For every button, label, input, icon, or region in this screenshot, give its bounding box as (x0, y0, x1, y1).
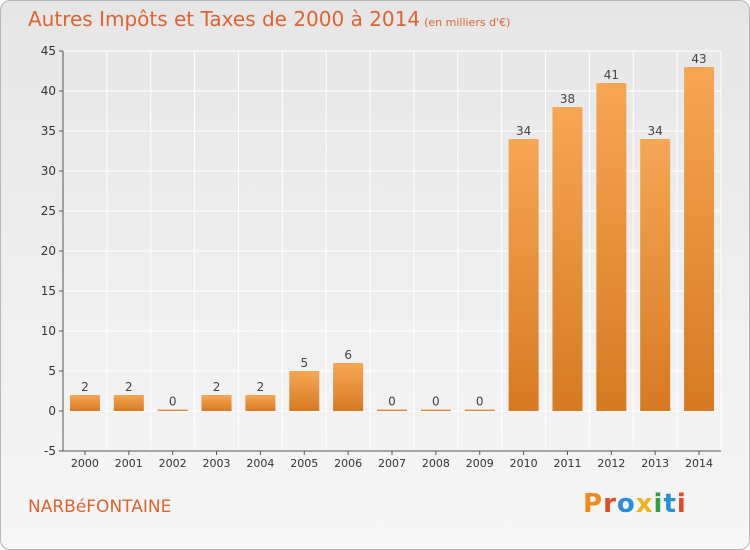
bar (245, 395, 276, 411)
y-tick-label: -5 (44, 444, 56, 458)
y-tick-label: 40 (41, 84, 56, 98)
logo-letter: r (603, 489, 617, 519)
logo-letter: P (583, 489, 604, 519)
x-tick-label: 2003 (203, 457, 231, 470)
bar-value-label: 0 (388, 395, 396, 409)
proxiti-logo: Proxiti (583, 489, 687, 519)
logo-letter: o (616, 489, 636, 519)
y-tick-label: 0 (48, 404, 56, 418)
commune-name: NARBéFONTAINE (28, 497, 172, 517)
bar (508, 139, 539, 411)
y-tick-label: 15 (41, 284, 56, 298)
bar (157, 409, 188, 411)
bar-value-label: 0 (476, 395, 484, 409)
bar (552, 107, 583, 411)
logo-letter: i (676, 489, 687, 519)
x-tick-label: 2009 (466, 457, 494, 470)
bar (113, 395, 144, 411)
bar (420, 409, 451, 411)
chart-title: Autres Impôts et Taxes de 2000 à 2014 (en… (28, 7, 510, 31)
bar (640, 139, 671, 411)
x-tick-label: 2000 (71, 457, 99, 470)
chart-title-unit: (en milliers d'€) (424, 16, 511, 29)
bar-value-label: 41 (604, 68, 619, 82)
bar-value-label: 2 (81, 380, 89, 394)
bar-value-label: 34 (516, 124, 531, 138)
bar-value-label: 2 (125, 380, 133, 394)
bar (377, 409, 407, 411)
y-tick-label: 20 (41, 244, 56, 258)
logo-letter: i (653, 489, 664, 519)
bar-value-label: 34 (648, 124, 663, 138)
logo-letter: t (663, 489, 677, 519)
bar-value-label: 6 (344, 348, 352, 362)
x-tick-label: 2011 (553, 457, 581, 470)
x-tick-label: 2013 (641, 457, 669, 470)
x-tick-label: 2002 (159, 457, 187, 470)
bar (201, 395, 232, 411)
bar-value-label: 2 (257, 380, 265, 394)
y-tick-label: 30 (41, 164, 56, 178)
y-tick-label: 45 (41, 44, 56, 58)
bar (596, 83, 627, 411)
bar (289, 371, 320, 411)
y-tick-label: 25 (41, 204, 56, 218)
bar-value-label: 0 (169, 395, 177, 409)
bar (684, 67, 715, 411)
x-tick-label: 2004 (246, 457, 274, 470)
x-tick-label: 2005 (290, 457, 318, 470)
bar-value-label: 2 (213, 380, 221, 394)
chart-title-text: Autres Impôts et Taxes de 2000 à 2014 (28, 7, 421, 31)
x-tick-label: 2001 (115, 457, 143, 470)
bar (69, 395, 100, 411)
bar-value-label: 0 (432, 395, 440, 409)
x-tick-label: 2014 (685, 457, 713, 470)
x-tick-label: 2010 (510, 457, 538, 470)
bar (333, 363, 364, 411)
y-tick-label: 10 (41, 324, 56, 338)
logo-letter: x (635, 489, 654, 519)
bar (464, 409, 495, 411)
bar-value-label: 43 (691, 52, 706, 66)
x-tick-label: 2007 (378, 457, 406, 470)
y-tick-label: 5 (48, 364, 56, 378)
bar-value-label: 38 (560, 92, 575, 106)
bar-value-label: 5 (300, 356, 308, 370)
x-tick-label: 2012 (597, 457, 625, 470)
x-tick-label: 2006 (334, 457, 362, 470)
y-tick-label: 35 (41, 124, 56, 138)
x-tick-label: 2008 (422, 457, 450, 470)
